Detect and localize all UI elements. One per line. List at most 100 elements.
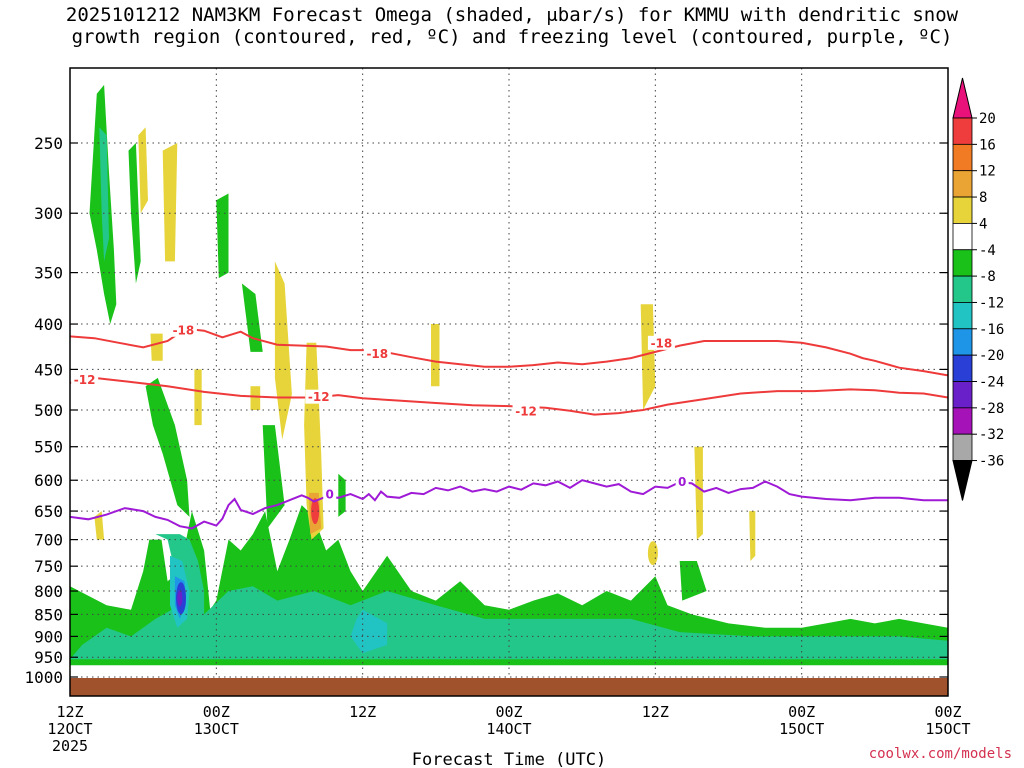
omega-upper-streak-3 bbox=[216, 193, 229, 279]
chart-title: 2025101212 NAM3KM Forecast Omega (shaded… bbox=[0, 4, 1024, 48]
x-tick-label-0-1: 12Z bbox=[56, 703, 83, 721]
colorbar-band--20 bbox=[952, 328, 973, 356]
omega-upper-streak-2 bbox=[128, 143, 141, 284]
contour-label-bg--18-0 bbox=[169, 322, 197, 337]
omega-upper-streak-4 bbox=[241, 283, 263, 352]
colorbar-band--28 bbox=[952, 381, 973, 409]
contour-label-bg--18-1 bbox=[363, 346, 391, 361]
colorbar-band--16 bbox=[952, 302, 973, 330]
colorbar-label-13: -36 bbox=[979, 454, 1004, 470]
contour-label-bg-0-0 bbox=[323, 487, 337, 502]
contour-label--12-2: -12 bbox=[515, 404, 537, 418]
grid-lines bbox=[69, 68, 948, 696]
y-tick-label-4: 450 bbox=[34, 360, 63, 379]
colorbar-label-7: -12 bbox=[979, 295, 1004, 311]
colorbar-band--36 bbox=[952, 433, 973, 461]
omega-ascent-9 bbox=[640, 304, 656, 410]
contour-label--18-2: -18 bbox=[651, 336, 673, 350]
contour-label-0-1: 0 bbox=[678, 475, 686, 489]
colorbar-label-9: -20 bbox=[979, 348, 1004, 364]
x-tick-label-3-1: 00Z bbox=[495, 703, 522, 721]
contour-label-bg--12-1 bbox=[305, 389, 333, 404]
colorbar-band-4 bbox=[952, 196, 973, 224]
contour-label-bg--18-2 bbox=[647, 335, 675, 350]
omega-late-streak bbox=[679, 561, 707, 601]
title-line-1: 2025101212 NAM3KM Forecast Omega (shaded… bbox=[65, 4, 959, 26]
colorbar-top-arrow bbox=[952, 77, 973, 119]
temperature-contours bbox=[70, 327, 948, 530]
y-axis-ticks: 250 300 350 400 450 500 550 600 650 700 750 800 850 9… bbox=[24, 134, 948, 687]
contour-label-bg-0-1 bbox=[675, 474, 689, 489]
contour-label--12-0: -12 bbox=[74, 373, 96, 387]
omega-ascent-5 bbox=[150, 333, 163, 361]
x-tick-label-1-1: 00Z bbox=[203, 703, 230, 721]
y-tick-label-15: 1000 bbox=[24, 668, 63, 687]
omega-ascent-3 bbox=[274, 261, 292, 440]
omega-low-core bbox=[70, 586, 948, 660]
colorbar-band--8 bbox=[952, 249, 973, 277]
ground-surface bbox=[70, 678, 948, 696]
x-tick-label-5-2: 15OCT bbox=[779, 720, 824, 738]
omega-shading bbox=[70, 84, 948, 666]
x-tick-label-4-1: 12Z bbox=[642, 703, 669, 721]
omega-ascent-8 bbox=[431, 324, 440, 387]
omega-ascent-6 bbox=[194, 369, 202, 426]
y-tick-label-6: 550 bbox=[34, 438, 63, 457]
y-tick-label-1: 300 bbox=[34, 204, 63, 223]
omega-ascent-10 bbox=[694, 446, 703, 540]
omega-ascent-max bbox=[311, 498, 320, 525]
contour-label--18-1: -18 bbox=[366, 347, 388, 361]
x-axis-label: Forecast Time (UTC) bbox=[412, 750, 606, 768]
omega-mid-streak-2 bbox=[262, 425, 285, 529]
colorbar-band--32 bbox=[952, 407, 973, 435]
contour-label-bg--12-2 bbox=[512, 403, 540, 418]
colorbar-label-1: 16 bbox=[979, 137, 996, 153]
x-tick-label-6-2: 15OCT bbox=[925, 720, 970, 738]
colorbar-label-0: 20 bbox=[979, 111, 996, 127]
colorbar-label-11: -28 bbox=[979, 401, 1004, 417]
omega-mid-peak-inner bbox=[177, 590, 183, 607]
y-tick-label-7: 600 bbox=[34, 471, 63, 490]
contour-0 bbox=[70, 479, 948, 530]
colorbar-label-8: -16 bbox=[979, 322, 1004, 338]
colorbar-label-12: -32 bbox=[979, 427, 1004, 443]
colorbar-label-5: -4 bbox=[979, 243, 996, 259]
y-tick-label-9: 700 bbox=[34, 531, 63, 550]
x-tick-label-5-1: 00Z bbox=[788, 703, 815, 721]
x-tick-label-2-1: 12Z bbox=[349, 703, 376, 721]
y-tick-label-11: 800 bbox=[34, 582, 63, 601]
colorbar-band-12 bbox=[952, 143, 973, 172]
y-tick-label-0: 250 bbox=[34, 134, 63, 153]
x-tick-label-0-2: 12OCT bbox=[47, 720, 92, 738]
omega-ascent-1 bbox=[138, 127, 148, 214]
omega-ascent-13 bbox=[749, 511, 756, 561]
colorbar-label-2: 12 bbox=[979, 164, 996, 180]
colorbar: 20 16 12 8 4 -4 -8 -12 -16 -20 -24 -28 -32 -36 bbox=[952, 77, 1004, 501]
colorbar-label-10: -24 bbox=[979, 375, 1004, 391]
site-credit: coolwx.com/models bbox=[868, 746, 1012, 762]
colorbar-label-3: 8 bbox=[979, 190, 987, 206]
x-tick-label-6-1: 00Z bbox=[934, 703, 961, 721]
contour--12 bbox=[70, 376, 948, 416]
x-tick-label-1-2: 13OCT bbox=[194, 720, 239, 738]
colorbar-band--24 bbox=[952, 354, 973, 382]
y-tick-label-14: 950 bbox=[34, 648, 63, 667]
omega-low-center bbox=[350, 609, 388, 654]
contour-labels: -18 -18 -18 -12 -12 -12 0 0 bbox=[71, 322, 689, 502]
contour-label--12-1: -12 bbox=[308, 390, 330, 404]
title-line-2: growth region (contoured, red, ºC) and f… bbox=[71, 26, 953, 48]
omega-upper-streak-1-core bbox=[99, 127, 109, 262]
omega-mid-streak bbox=[145, 377, 190, 517]
contour-label--18-0: -18 bbox=[173, 323, 195, 337]
y-tick-label-2: 350 bbox=[34, 264, 63, 283]
contour-label-0-0: 0 bbox=[326, 488, 334, 502]
colorbar-band-16 bbox=[952, 117, 973, 145]
omega-ascent-12 bbox=[647, 541, 658, 566]
contour--18 bbox=[70, 327, 948, 377]
x-tick-label-0-3: 2025 bbox=[52, 737, 88, 755]
colorbar-band-8 bbox=[952, 170, 973, 198]
y-tick-label-8: 650 bbox=[34, 502, 63, 521]
omega-ascent-7 bbox=[250, 386, 261, 410]
y-tick-label-10: 750 bbox=[34, 557, 63, 576]
